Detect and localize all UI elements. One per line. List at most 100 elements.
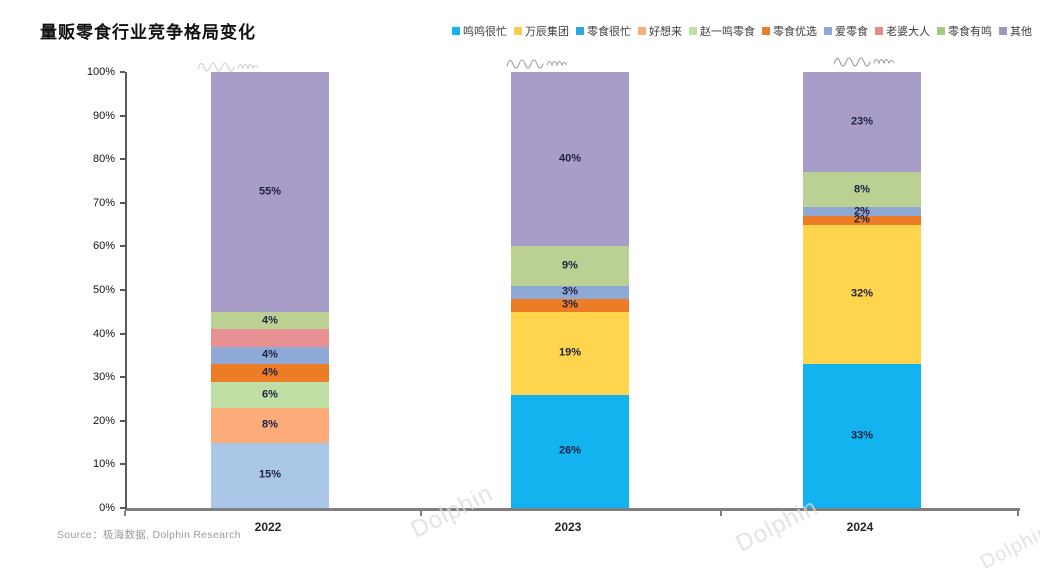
source-note: Source：极海数据, Dolphin Research xyxy=(57,529,241,541)
segment-value-label: 8% xyxy=(854,183,870,196)
plot-area: 15% 8% 6% 4% 4% 4% 55% 26% 19% 3% 3% 9% 40% 33% 32% 2% 2… xyxy=(125,72,1020,511)
segment-value-label: 26% xyxy=(558,444,582,457)
x-axis-tick xyxy=(720,511,722,516)
legend-item: 其他 xyxy=(999,23,1032,39)
bar-segment: 8% xyxy=(211,407,329,443)
y-axis-tick xyxy=(120,332,125,335)
y-axis-label: 40% xyxy=(92,327,115,340)
bar-segment: 15% xyxy=(211,442,329,508)
bar-segment: 23% xyxy=(803,72,921,173)
x-axis-category-label: 2023 xyxy=(554,520,582,534)
legend-item: 万辰集团 xyxy=(514,23,569,39)
legend-label: 零食有鸣 xyxy=(948,26,992,38)
legend-label: 爱零食 xyxy=(835,26,868,38)
y-axis-tick xyxy=(120,114,125,117)
segment-value-label: 32% xyxy=(850,287,874,300)
y-axis-label: 60% xyxy=(92,240,115,253)
bar-segment: 32% xyxy=(803,224,921,365)
y-axis-tick xyxy=(120,507,125,509)
legend-swatch-icon xyxy=(824,27,832,35)
legend-item: 老婆大人 xyxy=(875,23,930,39)
legend-item: 好想来 xyxy=(638,23,682,39)
y-axis-label: 0% xyxy=(99,502,115,514)
legend-swatch-icon xyxy=(875,27,883,35)
segment-value-label: 40% xyxy=(558,152,582,165)
bar-segment: 55% xyxy=(211,72,329,312)
scribble-icon xyxy=(506,59,568,69)
scribble-icon xyxy=(833,57,895,67)
legend-item: 零食有鸣 xyxy=(937,23,992,39)
legend-label: 零食很忙 xyxy=(587,26,631,38)
legend-label: 其他 xyxy=(1010,26,1032,38)
stacked-bar-2024: 33% 32% 2% 2% 8% 23% xyxy=(803,72,921,508)
y-axis-label: 100% xyxy=(86,66,115,78)
bar-segment: 19% xyxy=(511,311,629,395)
y-axis-tick xyxy=(120,419,125,422)
stacked-bar-2023: 26% 19% 3% 3% 9% 40% xyxy=(511,72,629,508)
y-axis-label: 10% xyxy=(92,458,115,471)
bar-segment: 8% xyxy=(803,172,921,208)
legend-swatch-icon xyxy=(638,27,646,35)
legend-item: 爱零食 xyxy=(824,23,868,39)
legend-swatch-icon xyxy=(452,27,460,35)
segment-value-label: 8% xyxy=(262,418,278,431)
x-axis-tick xyxy=(124,511,126,516)
legend-label: 老婆大人 xyxy=(886,26,930,38)
segment-value-label: 15% xyxy=(258,468,282,481)
legend-swatch-icon xyxy=(689,27,697,35)
y-axis-tick xyxy=(120,289,125,291)
bar-segment: 3% xyxy=(511,285,629,299)
legend-label: 好想来 xyxy=(649,26,682,38)
legend-label: 鸣鸣很忙 xyxy=(463,26,507,38)
legend-label: 万辰集团 xyxy=(525,26,569,38)
y-axis-label: 20% xyxy=(92,414,115,427)
bar-segment: 40% xyxy=(511,72,629,247)
chart-title: 量贩零食行业竞争格局变化 xyxy=(40,23,256,42)
legend-swatch-icon xyxy=(937,27,945,35)
segment-value-label: 55% xyxy=(258,185,282,198)
legend-label: 赵一鸣零食 xyxy=(700,26,755,38)
x-axis-category-label: 2024 xyxy=(846,520,874,534)
y-axis-tick xyxy=(120,376,125,379)
y-axis-label: 50% xyxy=(92,284,115,296)
segment-value-label: 4% xyxy=(262,366,278,379)
legend-item: 赵一鸣零食 xyxy=(689,23,755,39)
scribble-icon xyxy=(197,62,259,72)
legend-swatch-icon xyxy=(514,27,522,35)
bar-segment: 2% xyxy=(803,213,921,226)
y-axis-tick xyxy=(120,201,125,204)
legend-item: 零食优选 xyxy=(762,23,817,39)
bar-segment: 9% xyxy=(511,246,629,286)
segment-value-label: 23% xyxy=(850,115,874,128)
legend-item: 零食很忙 xyxy=(576,23,631,39)
bar-segment: 26% xyxy=(511,394,629,508)
bar-segment: 3% xyxy=(511,298,629,312)
stacked-bar-2022: 15% 8% 6% 4% 4% 4% 55% xyxy=(211,72,329,508)
legend: 鸣鸣很忙 万辰集团 零食很忙 好想来 赵一鸣零食 零食优选 爱零食 老婆大人 零食有鸣 其他 xyxy=(452,23,1032,39)
y-axis-label: 80% xyxy=(92,153,115,166)
segment-value-label: 19% xyxy=(558,346,582,359)
bar-segment: 33% xyxy=(803,364,921,508)
y-axis-label: 30% xyxy=(92,371,115,384)
x-axis-tick xyxy=(420,511,422,516)
legend-swatch-icon xyxy=(576,27,584,35)
bar-segment: 2% xyxy=(803,205,921,218)
segment-value-label: 33% xyxy=(850,429,874,442)
legend-swatch-icon xyxy=(762,27,770,35)
segment-value-label: 2% xyxy=(854,213,870,226)
y-axis-tick xyxy=(120,463,125,466)
segment-value-label: 2% xyxy=(854,205,870,218)
segment-value-label: 3% xyxy=(562,298,578,311)
legend-item: 鸣鸣很忙 xyxy=(452,23,507,39)
signature-scribble-watermark xyxy=(832,53,895,72)
segment-value-label: 4% xyxy=(262,348,278,361)
y-axis-label: 90% xyxy=(92,109,115,122)
y-axis-tick xyxy=(120,158,125,161)
legend-swatch-icon xyxy=(999,27,1007,35)
y-axis-tick xyxy=(120,245,125,248)
bar-segment: 4% xyxy=(211,364,329,382)
x-axis-category-label: 2022 xyxy=(254,520,282,534)
bar-segment: 4% xyxy=(211,311,329,330)
segment-value-label: 9% xyxy=(562,259,578,272)
segment-value-label: 4% xyxy=(262,314,278,327)
